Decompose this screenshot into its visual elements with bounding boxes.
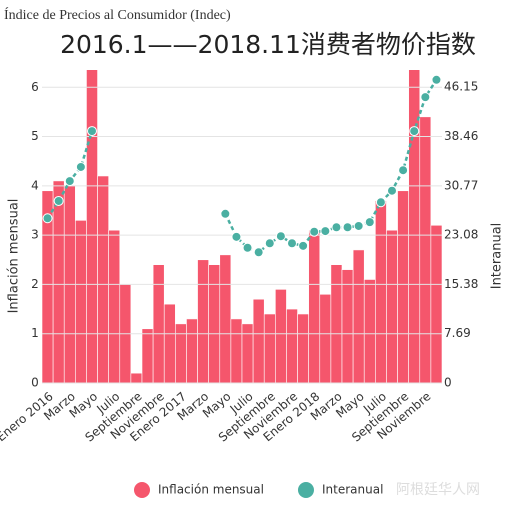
bar [175, 323, 187, 384]
y2-tick-label: 23.08 [444, 228, 478, 242]
bar [186, 318, 198, 384]
y2-tick-label: 30.77 [444, 178, 478, 192]
bar [75, 220, 87, 384]
point [431, 74, 442, 85]
y2-tick-label: 7.69 [444, 326, 471, 340]
bar [297, 313, 309, 384]
bar [375, 200, 387, 384]
bar [141, 328, 154, 384]
bar [208, 264, 221, 384]
watermark: 阿根廷华人网 [396, 482, 480, 498]
bar [363, 279, 376, 384]
bar [397, 190, 409, 384]
bar [97, 175, 109, 384]
bar [197, 259, 209, 384]
y2-tick-label: 15.38 [444, 277, 478, 291]
bar [263, 313, 276, 384]
y2-tick-label: 0 [444, 376, 452, 390]
y-axis-label: Inflación mensual [7, 199, 22, 314]
point [242, 242, 253, 253]
point [409, 126, 420, 137]
bar [108, 229, 121, 384]
legend-marker [297, 482, 314, 498]
point [264, 238, 275, 249]
bar [319, 293, 332, 384]
y-tick-label: 2 [31, 277, 39, 291]
point [53, 195, 64, 206]
y-tick-label: 6 [31, 80, 39, 94]
point [42, 213, 53, 224]
point [353, 220, 364, 231]
y-tick-label: 1 [31, 326, 39, 340]
bar [308, 229, 321, 384]
point [375, 197, 386, 208]
bar [152, 264, 165, 384]
bar [286, 308, 298, 384]
bar [86, 70, 98, 384]
y2-axis-label: Interanual [490, 223, 505, 290]
point [298, 240, 309, 251]
bar [408, 70, 421, 384]
bar [52, 180, 65, 384]
point [420, 92, 431, 103]
bar [419, 116, 432, 384]
header: Índice de Precios al Consumidor (Indec) [4, 6, 231, 23]
bar [330, 264, 343, 384]
point [398, 165, 409, 176]
bar [230, 318, 243, 384]
bar [241, 323, 254, 384]
point [75, 161, 86, 172]
point [320, 226, 331, 237]
y2-tick-label: 46.15 [444, 80, 478, 94]
legend-marker [134, 482, 150, 498]
point [387, 185, 397, 196]
legend-label: Inflación mensual [158, 483, 264, 497]
point [64, 176, 75, 187]
y-tick-label: 4 [31, 178, 39, 192]
y-tick-label: 5 [31, 129, 39, 143]
bar [130, 372, 143, 384]
point [253, 247, 264, 258]
point [220, 208, 231, 219]
bar [430, 224, 443, 384]
bar [341, 269, 354, 384]
y-tick-label: 3 [31, 228, 39, 242]
point [364, 217, 375, 228]
point [275, 231, 286, 242]
bar [163, 303, 176, 384]
bar [352, 249, 365, 384]
bar [219, 254, 232, 384]
plot [41, 70, 443, 384]
point [309, 226, 320, 237]
chart-title: 2016.1——2018.11消费者物价指数 [60, 30, 476, 59]
bar [386, 229, 398, 384]
point [231, 231, 242, 242]
point [342, 222, 353, 233]
point [87, 126, 97, 137]
point [287, 238, 297, 249]
y-tick-label: 0 [31, 376, 39, 390]
point [331, 222, 342, 233]
bar [252, 298, 265, 384]
bar [275, 289, 287, 384]
y2-tick-label: 38.46 [444, 129, 478, 143]
legend-label: Interanual [322, 483, 383, 497]
